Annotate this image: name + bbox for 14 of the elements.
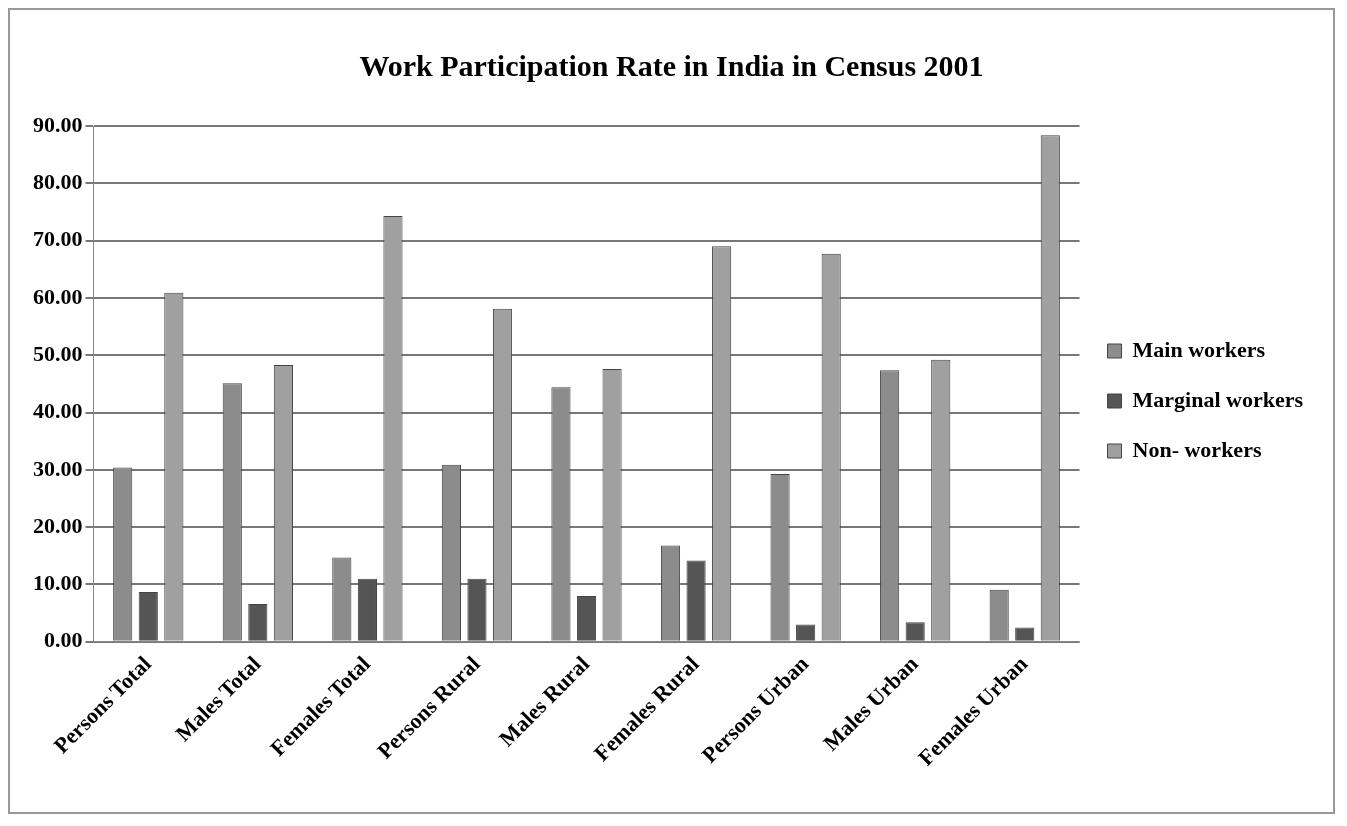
y-tick-label: 0.00 (44, 627, 83, 653)
legend-label: Marginal workers (1132, 386, 1304, 412)
legend-label: Non- workers (1132, 436, 1262, 462)
y-tick-label: 20.00 (33, 512, 83, 538)
y-tick-label: 30.00 (33, 455, 83, 481)
y-tick-label: 70.00 (33, 226, 83, 252)
y-tick-label: 10.00 (33, 570, 83, 596)
legend-label: Main workers (1132, 336, 1266, 362)
y-tick-label: 60.00 (33, 283, 83, 309)
y-tick-label: 90.00 (33, 111, 83, 137)
y-tick-label: 40.00 (33, 398, 83, 424)
y-tick-label: 50.00 (33, 340, 83, 366)
y-tick-label: 80.00 (33, 169, 83, 194)
chart-title: Work Participation Rate in India in Census 2001 (359, 48, 984, 82)
